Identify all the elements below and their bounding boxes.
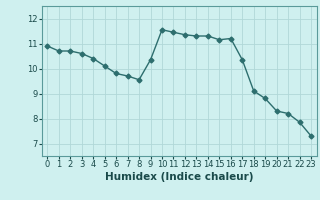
X-axis label: Humidex (Indice chaleur): Humidex (Indice chaleur) bbox=[105, 172, 253, 182]
